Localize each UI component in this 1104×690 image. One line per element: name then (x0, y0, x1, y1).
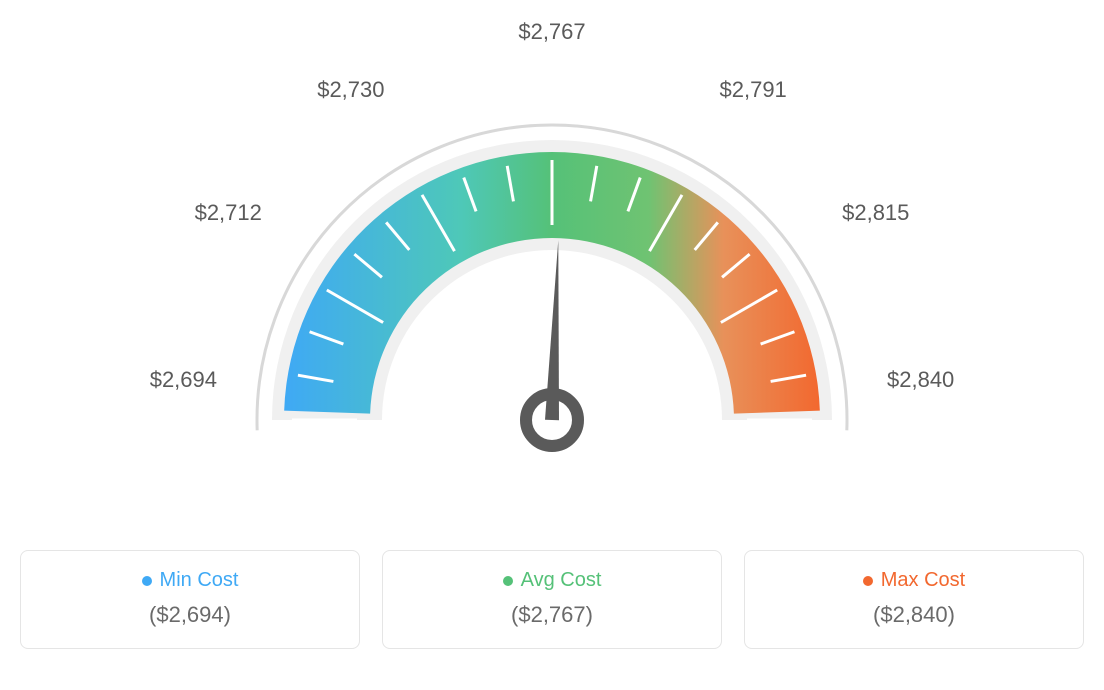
gauge-tick-label: $2,840 (887, 367, 954, 393)
dot-icon-min (142, 576, 152, 586)
legend-item-max: Max Cost ($2,840) (744, 550, 1084, 649)
chart-container: $2,694 $2,712 $2,730 $2,767 $2,791 $2,815 $2,8… (20, 20, 1084, 649)
legend-label-avg: Avg Cost (503, 569, 602, 592)
legend-label-text-avg: Avg Cost (521, 569, 602, 592)
dot-icon-max (863, 576, 873, 586)
legend-label-min: Min Cost (142, 569, 239, 592)
legend: Min Cost ($2,694) Avg Cost ($2,767) Max … (20, 550, 1084, 649)
gauge-tick-label: $2,815 (842, 200, 909, 226)
gauge-tick-label: $2,712 (195, 200, 262, 226)
gauge-tick-label: $2,791 (720, 77, 787, 103)
gauge-tick-label: $2,767 (518, 19, 585, 45)
legend-value-avg: ($2,767) (383, 602, 721, 628)
legend-label-max: Max Cost (863, 569, 965, 592)
legend-value-max: ($2,840) (745, 602, 1083, 628)
legend-label-text-max: Max Cost (881, 569, 965, 592)
dot-icon-avg (503, 576, 513, 586)
legend-value-min: ($2,694) (21, 602, 359, 628)
legend-label-text-min: Min Cost (160, 569, 239, 592)
legend-item-avg: Avg Cost ($2,767) (382, 550, 722, 649)
gauge-svg (252, 80, 852, 520)
gauge-tick-label: $2,694 (150, 367, 217, 393)
gauge-tick-label: $2,730 (317, 77, 384, 103)
legend-item-min: Min Cost ($2,694) (20, 550, 360, 649)
gauge-area: $2,694 $2,712 $2,730 $2,767 $2,791 $2,815 $2,8… (20, 20, 1084, 540)
